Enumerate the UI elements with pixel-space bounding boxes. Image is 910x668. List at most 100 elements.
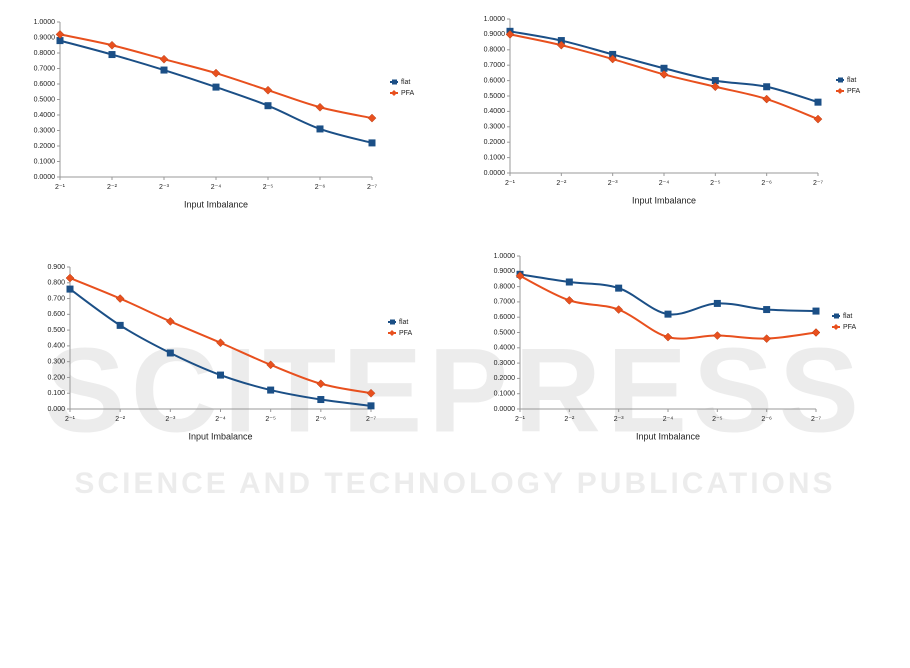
marker [565,278,573,286]
x-tick-label: 2⁻¹ [65,416,76,423]
legend-label: PFA [399,330,413,337]
legend-marker [833,324,839,330]
x-axis-label: Input Imbalance [632,195,696,205]
y-tick-label: 0.6000 [494,314,516,321]
x-tick-label: 2⁻⁶ [761,180,772,187]
series-line [519,273,817,316]
x-tick-label: 2⁻⁷ [811,416,822,423]
y-tick-label: 0.000 [47,406,65,413]
y-tick-label: 0.3000 [484,124,506,131]
legend-label: flat [401,79,410,86]
marker [316,379,326,389]
x-tick-label: 2⁻⁶ [315,184,326,191]
y-tick-label: 0.2000 [494,375,516,382]
x-tick-label: 2⁻⁴ [663,416,674,423]
y-tick-label: 0.1000 [484,154,506,161]
marker [367,113,377,123]
x-tick-label: 2⁻⁵ [710,180,721,187]
y-tick-label: 0.700 [47,295,65,302]
y-tick-label: 0.5000 [484,93,506,100]
y-tick-label: 0.2000 [484,139,506,146]
x-tick-label: 2⁻² [564,416,575,423]
legend-label: flat [399,319,408,326]
y-tick-label: 0.8000 [484,47,506,54]
marker [659,70,669,79]
legend-label: flat [847,77,856,84]
y-tick-label: 0.8000 [494,283,516,290]
marker [712,331,722,340]
marker [211,68,221,78]
marker [368,139,376,147]
y-tick-label: 0.6000 [34,81,56,88]
y-tick-label: 0.7000 [484,62,506,69]
y-tick-label: 0.4000 [484,108,506,115]
marker [159,54,169,64]
x-tick-label: 2⁻⁴ [659,180,670,187]
marker [664,310,672,318]
marker [515,271,525,281]
y-tick-label: 0.900 [47,264,65,271]
y-tick-label: 0.500 [47,327,65,334]
marker [108,51,116,59]
y-tick-label: 0.8000 [34,50,56,57]
marker [315,102,325,112]
x-tick-label: 2⁻² [556,180,567,187]
marker [166,349,174,357]
marker [564,296,574,305]
y-tick-label: 0.4000 [34,112,56,119]
x-tick-label: 2⁻¹ [505,180,516,187]
x-axis-label: Input Imbalance [188,431,252,441]
x-tick-label: 2⁻⁴ [215,416,226,423]
marker [556,40,566,50]
y-tick-label: 0.4000 [494,345,516,352]
marker [107,40,117,50]
marker [317,396,325,404]
marker [711,77,719,85]
marker [763,306,771,314]
legend-label: flat [843,313,852,320]
marker [65,273,75,283]
marker [56,37,64,45]
marker [615,284,623,292]
x-tick-label: 2⁻⁵ [265,416,276,423]
y-tick-label: 0.3000 [34,127,56,134]
marker [165,317,175,326]
x-tick-label: 2⁻² [107,184,118,191]
y-tick-label: 1.0000 [494,253,516,260]
marker [55,30,65,39]
y-tick-label: 0.5000 [494,329,516,336]
x-tick-label: 2⁻³ [165,416,176,423]
marker [212,83,220,91]
marker [812,307,820,315]
x-tick-label: 2⁻¹ [515,416,526,423]
y-tick-label: 0.9000 [494,268,516,275]
watermark-brand: SCITEPRESS [45,324,865,458]
y-tick-label: 1.0000 [484,16,506,23]
marker [115,294,125,303]
marker [266,360,276,370]
marker [366,388,376,398]
y-tick-label: 0.6000 [484,77,506,84]
x-tick-label: 2⁻⁶ [316,416,327,423]
x-tick-label: 2⁻³ [159,184,170,191]
x-tick-label: 2⁻⁷ [813,180,824,187]
legend-marker [834,313,839,319]
y-tick-label: 1.0000 [34,19,56,26]
x-tick-label: 2⁻⁷ [367,184,378,191]
marker [316,125,324,133]
watermark-tagline: SCIENCE AND TECHNOLOGY PUBLICATIONS [74,467,835,500]
marker [609,50,617,58]
y-tick-label: 0.9000 [484,31,506,38]
marker [663,332,673,342]
y-tick-label: 0.2000 [34,143,56,150]
marker [608,54,618,64]
marker [367,402,375,410]
marker [116,321,124,329]
y-tick-label: 0.9000 [34,34,56,41]
marker [762,94,772,104]
marker [811,328,821,337]
x-tick-label: 2⁻⁶ [761,416,772,423]
y-tick-label: 0.400 [47,343,65,350]
marker [263,85,273,95]
